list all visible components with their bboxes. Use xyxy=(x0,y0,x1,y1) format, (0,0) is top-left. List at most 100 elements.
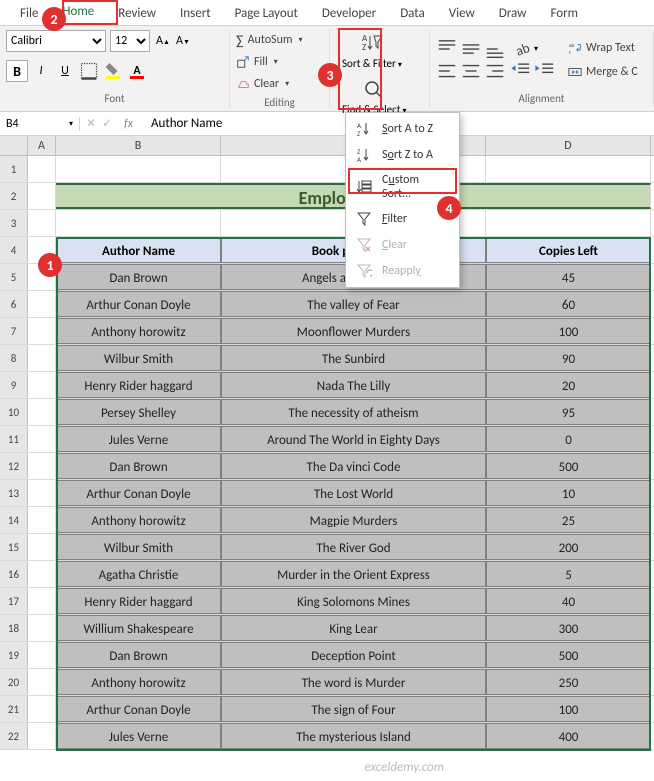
tab-formulas[interactable]: Form xyxy=(538,2,590,25)
row-header[interactable]: 17 xyxy=(0,588,28,614)
cell-copies[interactable]: 400 xyxy=(486,723,651,749)
row-header[interactable]: 19 xyxy=(0,642,28,668)
menu-sort-az[interactable]: AZSort A to Z xyxy=(346,116,459,142)
tab-pagelayout[interactable]: Page Layout xyxy=(223,2,310,25)
cell-book[interactable]: Nada The Lilly xyxy=(221,372,486,398)
font-color-button[interactable]: A xyxy=(126,60,148,82)
cell-author[interactable]: Jules Verne xyxy=(56,723,221,749)
col-header-d[interactable]: D xyxy=(486,136,651,155)
cell-book[interactable]: Moonflower Murders xyxy=(221,318,486,344)
cell-author[interactable]: Dan Brown xyxy=(56,453,221,479)
row-header[interactable]: 7 xyxy=(0,318,28,344)
merge-center-button[interactable]: Merge & C xyxy=(568,62,638,82)
select-all-corner[interactable] xyxy=(0,136,28,155)
wrap-text-button[interactable]: abcWrap Text xyxy=(568,38,638,58)
cell-author[interactable]: Arthur Conan Doyle xyxy=(56,480,221,506)
cell-author[interactable]: Anthony horowitz xyxy=(56,507,221,533)
align-center-icon[interactable] xyxy=(460,61,482,81)
cell-book[interactable]: Deception Point xyxy=(221,642,486,668)
cell-book[interactable]: King Lear xyxy=(221,615,486,641)
align-bottom-icon[interactable] xyxy=(484,39,506,59)
cell-author[interactable]: Arthur Conan Doyle xyxy=(56,696,221,722)
row-header[interactable]: 3 xyxy=(0,210,28,236)
font-size-select[interactable]: 12 xyxy=(110,30,150,52)
orientation-icon[interactable]: ab▾ xyxy=(510,39,538,59)
font-name-select[interactable]: Calibri xyxy=(6,30,106,52)
cell-author[interactable]: Wilbur Smith xyxy=(56,345,221,371)
cell-author[interactable]: Wilbur Smith xyxy=(56,534,221,560)
cell-book[interactable]: The mysterious Island xyxy=(221,723,486,749)
tab-draw[interactable]: Draw xyxy=(487,2,539,25)
row-header[interactable]: 8 xyxy=(0,345,28,371)
tab-data[interactable]: Data xyxy=(388,2,437,25)
cell-copies[interactable]: 200 xyxy=(486,534,651,560)
col-header-a[interactable]: A xyxy=(28,136,56,155)
decrease-indent-icon[interactable] xyxy=(510,61,532,81)
cell-book[interactable]: Magpie Murders xyxy=(221,507,486,533)
row-header[interactable]: 21 xyxy=(0,696,28,722)
tab-insert[interactable]: Insert xyxy=(168,2,223,25)
cell-book[interactable]: King Solomons Mines xyxy=(221,588,486,614)
cell-copies[interactable]: 100 xyxy=(486,696,651,722)
cell-book[interactable]: Murder in the Orient Express xyxy=(221,561,486,587)
cell-copies[interactable]: 45 xyxy=(486,264,651,290)
cell-copies[interactable]: 0 xyxy=(486,426,651,452)
increase-font-icon[interactable]: A▲ xyxy=(154,30,172,52)
bold-button[interactable]: B xyxy=(6,60,28,82)
row-header[interactable]: 5 xyxy=(0,264,28,290)
cell-book[interactable]: The valley of Fear xyxy=(221,291,486,317)
fill-button[interactable]: Fill▾ xyxy=(236,52,278,72)
row-header[interactable]: 2 xyxy=(0,183,28,209)
row-header[interactable]: 4 xyxy=(0,237,28,263)
cell-copies[interactable]: 40 xyxy=(486,588,651,614)
row-header[interactable]: 14 xyxy=(0,507,28,533)
cancel-formula-icon[interactable]: ✕ xyxy=(86,116,96,131)
align-top-icon[interactable] xyxy=(436,39,458,59)
col-header-b[interactable]: B xyxy=(56,136,221,155)
border-button[interactable] xyxy=(78,60,100,82)
menu-sort-za[interactable]: ZASort Z to A xyxy=(346,142,459,168)
row-header[interactable]: 1 xyxy=(0,156,28,182)
row-header[interactable]: 22 xyxy=(0,723,28,749)
cell-book[interactable]: The sign of Four xyxy=(221,696,486,722)
cell-book[interactable]: The necessity of atheism xyxy=(221,399,486,425)
cell-book[interactable]: The Lost World xyxy=(221,480,486,506)
row-header[interactable]: 20 xyxy=(0,669,28,695)
cell-author[interactable]: Henry Rider haggard xyxy=(56,372,221,398)
cell-author[interactable]: Dan Brown xyxy=(56,642,221,668)
fx-icon[interactable]: fx xyxy=(124,117,133,131)
row-header[interactable]: 9 xyxy=(0,372,28,398)
cell-copies[interactable]: 95 xyxy=(486,399,651,425)
cell-author[interactable]: Anthony horowitz xyxy=(56,669,221,695)
cell-author[interactable]: Jules Verne xyxy=(56,426,221,452)
cell-book[interactable]: The word is Murder xyxy=(221,669,486,695)
row-header[interactable]: 18 xyxy=(0,615,28,641)
row-header[interactable]: 12 xyxy=(0,453,28,479)
header-author[interactable]: Author Name xyxy=(56,237,221,263)
row-header[interactable]: 16 xyxy=(0,561,28,587)
tab-view[interactable]: View xyxy=(437,2,487,25)
row-header[interactable]: 11 xyxy=(0,426,28,452)
cell-book[interactable]: The Sunbird xyxy=(221,345,486,371)
enter-formula-icon[interactable]: ✓ xyxy=(102,116,112,131)
row-header[interactable]: 6 xyxy=(0,291,28,317)
cell-copies[interactable]: 100 xyxy=(486,318,651,344)
cell-copies[interactable]: 5 xyxy=(486,561,651,587)
cell-copies[interactable]: 10 xyxy=(486,480,651,506)
underline-button[interactable]: U xyxy=(54,60,76,82)
autosum-button[interactable]: ∑AutoSum▾ xyxy=(236,30,302,50)
row-header[interactable]: 10 xyxy=(0,399,28,425)
cell-author[interactable]: Anthony horowitz xyxy=(56,318,221,344)
cell-book[interactable]: The River God xyxy=(221,534,486,560)
cell-book[interactable]: Around The World in Eighty Days xyxy=(221,426,486,452)
cell-copies[interactable]: 60 xyxy=(486,291,651,317)
cell-copies[interactable]: 25 xyxy=(486,507,651,533)
cell-copies[interactable]: 20 xyxy=(486,372,651,398)
align-left-icon[interactable] xyxy=(436,61,458,81)
decrease-font-icon[interactable]: A▼ xyxy=(174,30,192,52)
clear-button[interactable]: Clear▾ xyxy=(236,74,289,94)
row-header[interactable]: 15 xyxy=(0,534,28,560)
sort-filter-button[interactable]: AZ Sort & Filter▾ xyxy=(336,30,408,72)
cell-author[interactable]: Agatha Christie xyxy=(56,561,221,587)
row-header[interactable]: 13 xyxy=(0,480,28,506)
